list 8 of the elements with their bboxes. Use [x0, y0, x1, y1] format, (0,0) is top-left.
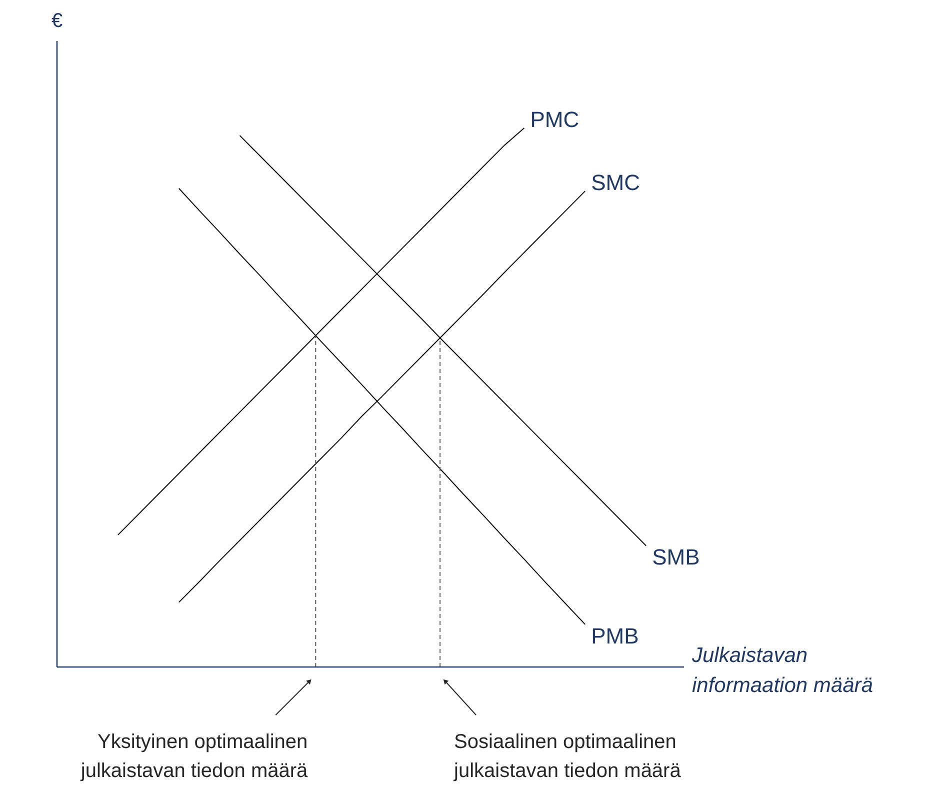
- y-axis-title: €: [51, 10, 63, 32]
- series-label: PMC: [530, 107, 580, 132]
- series-label: SMC: [591, 170, 640, 196]
- series-label: PMB: [591, 623, 639, 648]
- text: Sosiaalinen optimaalinen julkaistavan tiedon määrä: [453, 731, 682, 782]
- text: Yksityinen optimaalinen julkaistavan tiedon määrä: [80, 731, 309, 782]
- series-label: SMB: [652, 544, 700, 570]
- x-axis-title: Julkaistavan informaation määrä: [691, 644, 874, 697]
